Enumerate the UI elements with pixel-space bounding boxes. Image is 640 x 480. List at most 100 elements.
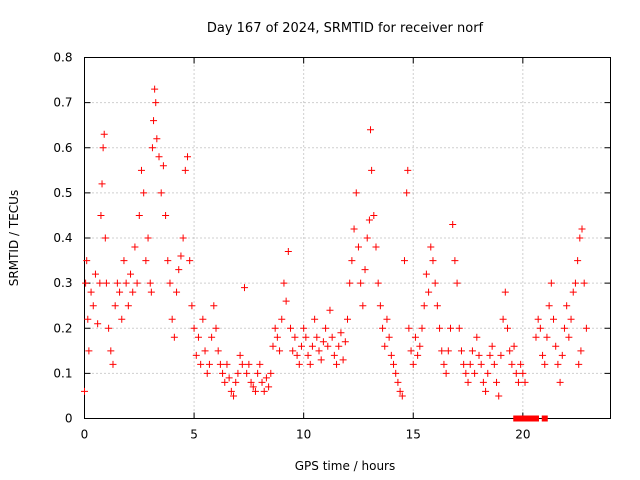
data-point [181, 166, 189, 174]
data-point [262, 374, 270, 382]
data-point [260, 387, 268, 395]
zero-marker [515, 415, 522, 422]
data-point [205, 360, 213, 368]
data-point [330, 351, 338, 359]
data-point [457, 347, 465, 355]
data-point [464, 378, 472, 386]
data-point [84, 315, 92, 323]
data-point [514, 378, 522, 386]
data-point [495, 392, 503, 400]
data-point [153, 135, 161, 143]
data-point [186, 257, 194, 265]
data-point [199, 315, 207, 323]
data-point [147, 288, 155, 296]
data-point [151, 85, 159, 93]
data-point [392, 369, 400, 377]
data-point [405, 324, 413, 332]
data-point [240, 284, 248, 292]
data-point [497, 351, 505, 359]
data-point [411, 333, 419, 341]
y-tick-label: 0.5 [53, 186, 72, 200]
data-point [166, 279, 174, 287]
data-point [322, 324, 330, 332]
data-point [479, 378, 487, 386]
data-point [175, 266, 183, 274]
data-point [381, 342, 389, 350]
data-point [168, 315, 176, 323]
x-tick-label: 15 [406, 428, 421, 442]
data-point [282, 297, 290, 305]
data-point [234, 369, 242, 377]
data-point [210, 302, 218, 310]
data-point [563, 302, 571, 310]
data-point [560, 324, 568, 332]
data-point [304, 351, 312, 359]
data-point [383, 315, 391, 323]
data-point [569, 288, 577, 296]
x-tick-label: 20 [515, 428, 530, 442]
data-point [427, 243, 435, 251]
data-point [346, 279, 354, 287]
data-point [447, 324, 455, 332]
grid [84, 57, 611, 419]
data-point [212, 324, 220, 332]
data-point [576, 234, 584, 242]
data-point [352, 189, 360, 197]
data-point [396, 387, 404, 395]
data-point [339, 356, 347, 364]
data-point [359, 302, 367, 310]
plot-frame [84, 57, 611, 419]
data-point [313, 333, 321, 341]
data-point [577, 347, 585, 355]
data-point [311, 315, 319, 323]
data-point [109, 360, 117, 368]
data-point [501, 288, 509, 296]
data-point [102, 279, 110, 287]
data-point [243, 369, 251, 377]
data-point [100, 130, 108, 138]
data-point [162, 211, 170, 219]
data-point [510, 342, 518, 350]
data-point [379, 324, 387, 332]
data-point [451, 257, 459, 265]
data-point [370, 211, 378, 219]
data-point [101, 234, 109, 242]
data-point [404, 166, 412, 174]
data-point [460, 360, 468, 368]
x-tick-label: 5 [190, 428, 198, 442]
data-point [567, 315, 575, 323]
chart-title: Day 167 of 2024, SRMTID for receiver nor… [207, 21, 484, 36]
data-point [328, 333, 336, 341]
data-point [142, 257, 150, 265]
data-point [232, 378, 240, 386]
data-point [278, 315, 286, 323]
y-axis-label: SRMTID / TECUs [7, 190, 21, 286]
data-point [484, 369, 492, 377]
data-point [127, 270, 135, 278]
data-point [552, 342, 560, 350]
data-point [578, 225, 586, 233]
data-point [238, 360, 246, 368]
data-point [575, 360, 583, 368]
data-point [541, 360, 549, 368]
data-point [157, 189, 165, 197]
data-point [188, 302, 196, 310]
data-point [543, 333, 551, 341]
data-point [98, 180, 106, 188]
y-tick-label: 0.3 [53, 276, 72, 290]
data-point [227, 387, 235, 395]
data-point [284, 248, 292, 256]
data-point [385, 333, 393, 341]
data-point [372, 243, 380, 251]
data-point [374, 279, 382, 287]
data-point [133, 279, 141, 287]
data-point [150, 117, 158, 125]
data-point [300, 324, 308, 332]
data-point [326, 306, 334, 314]
data-point [214, 347, 222, 355]
data-point [357, 279, 365, 287]
data-point [433, 302, 441, 310]
data-point [532, 333, 540, 341]
data-point [129, 288, 137, 296]
data-point [453, 279, 461, 287]
